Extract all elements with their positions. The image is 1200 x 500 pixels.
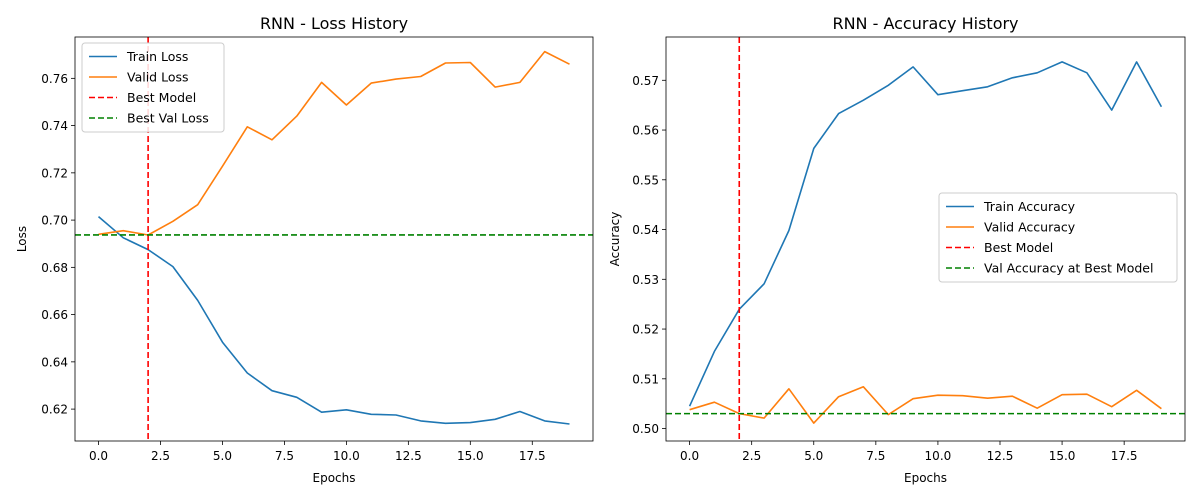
x-tick-label: 10.0	[333, 449, 360, 463]
y-tick-label: 0.76	[41, 72, 68, 86]
series-line-1	[689, 385, 1162, 424]
chart-0: RNN - Loss History 0.0 2.5 5.0 7.5 10.0 12.5 15…	[15, 14, 594, 485]
legend: Train Accuracy Valid Accuracy Best Model Va…	[938, 192, 1178, 283]
legend: Train Loss Valid Loss Best Model Best Val L…	[81, 42, 225, 133]
y-tick-label: 0.70	[41, 214, 68, 228]
chart-1: RNN - Accuracy History 0.0 2.5 5.0 7.5 10.0 12…	[608, 14, 1186, 485]
x-axis-label: Epochs	[904, 471, 947, 485]
x-tick-label: 7.5	[275, 449, 294, 463]
y-tick-label: 0.62	[41, 403, 68, 417]
y-tick-label: 0.50	[632, 422, 659, 436]
x-tick-label: 15.0	[1049, 449, 1076, 463]
x-axis-label: Epochs	[313, 471, 356, 485]
x-tick-label: 17.5	[1111, 449, 1138, 463]
x-tick-label: 15.0	[457, 449, 484, 463]
y-tick-label: 0.64	[41, 355, 68, 369]
series-line-1	[98, 50, 570, 236]
x-tick-label: 17.5	[519, 449, 546, 463]
x-tick-label: 0.0	[680, 449, 699, 463]
x-tick-label: 0.0	[89, 449, 108, 463]
legend-entry: Valid Loss	[127, 70, 189, 85]
chart-title: RNN - Accuracy History	[832, 14, 1018, 33]
legend-entry: Valid Accuracy	[984, 220, 1076, 235]
y-tick-label: 0.68	[41, 261, 68, 275]
legend-entry: Best Val Loss	[127, 111, 209, 126]
chart-title: RNN - Loss History	[260, 14, 408, 33]
x-tick-label: 2.5	[742, 449, 761, 463]
y-tick-label: 0.55	[632, 173, 659, 187]
legend-box	[81, 42, 225, 133]
plot-area	[666, 37, 1185, 441]
y-tick-label: 0.56	[632, 124, 659, 138]
x-tick-label: 5.0	[213, 449, 232, 463]
y-tick-label: 0.57	[632, 74, 659, 88]
y-tick-label: 0.54	[632, 223, 659, 237]
x-tick-label: 7.5	[866, 449, 885, 463]
series-line-0	[97, 215, 570, 425]
legend-box	[938, 192, 1178, 283]
legend-entry: Best Model	[127, 90, 196, 105]
legend-entry: Train Loss	[126, 49, 188, 64]
axes-frame	[665, 36, 1186, 442]
y-tick-label: 0.66	[41, 308, 68, 322]
x-tick-label: 5.0	[804, 449, 823, 463]
y-tick-label: 0.51	[632, 372, 659, 386]
y-tick-label: 0.53	[632, 273, 659, 287]
legend-entry: Best Model	[984, 240, 1053, 255]
x-tick-label: 12.5	[395, 449, 422, 463]
axes-frame	[74, 36, 594, 442]
legend-entry: Train Accuracy	[983, 199, 1076, 214]
x-tick-label: 10.0	[925, 449, 952, 463]
y-tick-label: 0.74	[41, 119, 68, 133]
y-tick-label: 0.72	[41, 166, 68, 180]
legend-entry: Val Accuracy at Best Model	[984, 261, 1153, 276]
y-tick-label: 0.52	[632, 323, 659, 337]
x-tick-label: 2.5	[151, 449, 170, 463]
y-axis-label: Accuracy	[608, 212, 622, 267]
series-line-0	[688, 61, 1163, 407]
y-axis-label: Loss	[15, 226, 29, 252]
x-tick-label: 12.5	[987, 449, 1014, 463]
